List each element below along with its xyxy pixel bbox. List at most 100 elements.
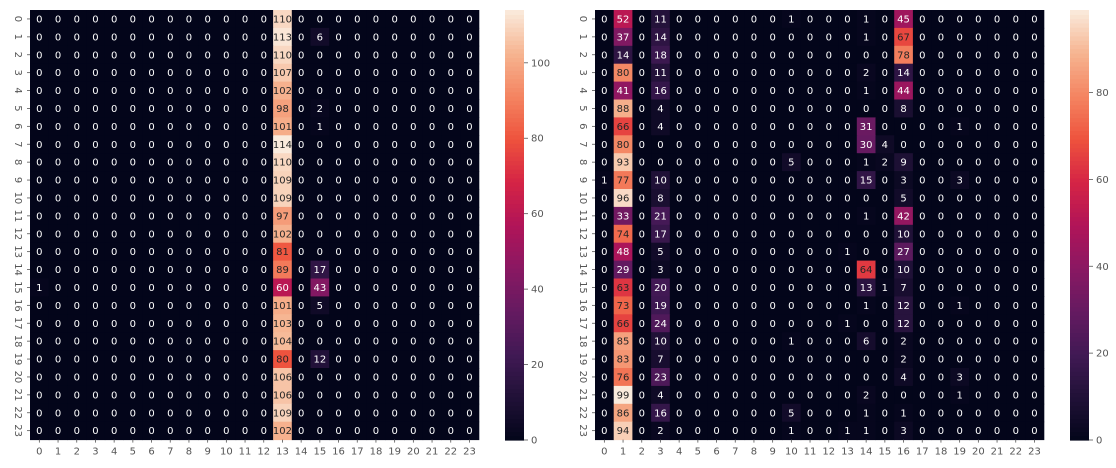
heatmap-cell-r11-c14 bbox=[856, 206, 876, 226]
colorbar-segment bbox=[505, 203, 524, 209]
cell-value-r7-c10: 0 bbox=[223, 140, 229, 151]
heatmap-cell-r6-c3 bbox=[86, 117, 106, 136]
cell-value-r3-c17: 0 bbox=[354, 68, 360, 79]
heatmap-cell-r23-c14 bbox=[291, 421, 311, 441]
heatmap-cell-r6-c8 bbox=[179, 117, 199, 136]
cell-value-r7-c12: 0 bbox=[261, 140, 267, 151]
colorbar-segment bbox=[1070, 117, 1089, 123]
heatmap-cell-r5-c13 bbox=[838, 99, 858, 118]
cell-value-r8-c15: 0 bbox=[317, 158, 323, 169]
heatmap-cell-r6-c5 bbox=[688, 117, 708, 136]
cell-value-r4-c5: 0 bbox=[695, 86, 701, 97]
cell-value-r1-c20: 0 bbox=[975, 32, 981, 43]
cell-value-r10-c16: 0 bbox=[335, 193, 341, 204]
y-tick-label: 20 bbox=[12, 371, 23, 384]
cell-value-r18-c2: 0 bbox=[639, 337, 645, 348]
cell-value-r6-c1: 66 bbox=[617, 122, 630, 133]
heatmap-cell-r12-c4 bbox=[669, 224, 689, 244]
y-tick-label: 14 bbox=[12, 263, 23, 276]
cell-value-r12-c9: 0 bbox=[769, 229, 775, 240]
heatmap-cell-r13-c13 bbox=[273, 242, 293, 262]
cell-value-r8-c16: 9 bbox=[900, 158, 906, 169]
colorbar-segment bbox=[505, 293, 524, 299]
heatmap-cell-r23-c12 bbox=[819, 421, 839, 441]
cell-value-r21-c5: 0 bbox=[130, 390, 136, 401]
y-tick-label: 21 bbox=[12, 388, 23, 401]
heatmap-cell-r10-c0 bbox=[30, 189, 50, 208]
heatmap-cell-r7-c18 bbox=[931, 135, 951, 154]
cell-value-r7-c15: 4 bbox=[882, 140, 888, 151]
heatmap-cell-r11-c14 bbox=[291, 206, 311, 226]
heatmap-cell-r15-c22 bbox=[1006, 278, 1026, 297]
heatmap-cell-r22-c18 bbox=[366, 403, 386, 423]
heatmap-cell-r22-c16 bbox=[894, 403, 914, 423]
heatmap-cell-r16-c18 bbox=[366, 296, 386, 315]
cell-value-r0-c17: 0 bbox=[354, 14, 360, 25]
heatmap-cell-r17-c13 bbox=[838, 314, 858, 333]
heatmap-cell-r17-c23 bbox=[460, 314, 480, 333]
heatmap-cell-r2-c2 bbox=[67, 45, 87, 65]
cell-value-r0-c13: 110 bbox=[273, 14, 292, 25]
heatmap-cell-r21-c7 bbox=[160, 385, 181, 405]
heatmap-cell-r4-c11 bbox=[800, 81, 820, 100]
heatmap-cell-r9-c11 bbox=[800, 171, 820, 190]
cell-value-r23-c10: 0 bbox=[223, 426, 229, 437]
cell-value-r4-c13: 0 bbox=[844, 86, 850, 97]
heatmap-cell-r4-c8 bbox=[744, 81, 764, 100]
y-tick-label: 4 bbox=[12, 87, 23, 93]
heatmap-cell-r13-c8 bbox=[179, 242, 199, 262]
cell-value-r1-c1: 37 bbox=[617, 32, 630, 43]
cell-value-r9-c7: 0 bbox=[732, 176, 738, 187]
cell-value-r20-c7: 0 bbox=[167, 372, 173, 383]
heatmap-cell-r1-c16 bbox=[329, 27, 349, 47]
heatmap-cell-r1-c21 bbox=[422, 27, 442, 47]
cell-value-r18-c4: 0 bbox=[111, 337, 117, 348]
heatmap-cell-r14-c16 bbox=[329, 260, 349, 279]
cell-value-r12-c6: 0 bbox=[148, 229, 154, 240]
colorbar-segment bbox=[1070, 366, 1089, 372]
heatmap-cell-r21-c22 bbox=[1006, 385, 1026, 405]
heatmap-cell-r0-c12 bbox=[819, 10, 839, 29]
cell-value-r0-c14: 1 bbox=[863, 14, 869, 25]
cell-value-r13-c15: 0 bbox=[882, 247, 888, 258]
heatmap-cell-r17-c4 bbox=[104, 314, 124, 333]
cell-value-r17-c20: 0 bbox=[410, 319, 416, 330]
heatmap-cell-r22-c8 bbox=[179, 403, 199, 423]
heatmap-cell-r18-c15 bbox=[310, 332, 330, 351]
heatmap-cell-r22-c21 bbox=[422, 403, 442, 423]
colorbar-segment bbox=[1070, 65, 1089, 71]
heatmap-cell-r18-c6 bbox=[707, 332, 727, 351]
cell-value-r9-c12: 0 bbox=[826, 176, 832, 187]
heatmap-cell-r18-c13 bbox=[273, 332, 293, 351]
colorbar-segment bbox=[1070, 401, 1089, 407]
heatmap-cell-r7-c20 bbox=[404, 135, 424, 154]
heatmap-cell-r10-c17 bbox=[912, 189, 933, 208]
cell-value-r10-c8: 0 bbox=[751, 193, 757, 204]
cell-value-r16-c14: 1 bbox=[863, 301, 869, 312]
cell-value-r19-c0: 0 bbox=[36, 355, 42, 366]
heatmap-cell-r23-c7 bbox=[160, 421, 181, 441]
cell-value-r3-c0: 0 bbox=[36, 68, 42, 79]
cell-value-r12-c4: 0 bbox=[676, 229, 682, 240]
cell-value-r11-c14: 1 bbox=[863, 211, 869, 222]
heatmap-panel-1: 0 0 0 0 0 0 0 0 0 0 0 0 0 110 0 0 0 0 0 0 0 0 0 00 0 0 0 0 0 0 0 0 0 0 0 0 1… bbox=[12, 10, 550, 458]
heatmap-cell-r19-c7 bbox=[160, 350, 181, 369]
x-tick-label: 11 bbox=[239, 447, 252, 458]
cell-value-r16-c4: 0 bbox=[111, 301, 117, 312]
cell-value-r11-c8: 0 bbox=[186, 211, 192, 222]
heatmap-cell-r15-c1 bbox=[48, 278, 68, 297]
cell-value-r8-c11: 0 bbox=[807, 158, 813, 169]
heatmap-cell-r15-c14 bbox=[291, 278, 311, 297]
heatmap-cell-r9-c21 bbox=[422, 171, 442, 190]
cell-value-r12-c16: 0 bbox=[335, 229, 341, 240]
cell-value-r9-c19: 0 bbox=[391, 176, 397, 187]
heatmap-cell-r6-c15 bbox=[875, 117, 895, 136]
colorbar-segment bbox=[1070, 272, 1089, 278]
cell-value-r9-c11: 0 bbox=[807, 176, 813, 187]
heatmap-cell-r19-c21 bbox=[987, 350, 1007, 369]
heatmap-cell-r15-c0 bbox=[30, 278, 50, 297]
colorbar-segment bbox=[505, 100, 524, 106]
cell-value-r1-c3: 0 bbox=[92, 32, 98, 43]
cell-value-r4-c4: 0 bbox=[676, 86, 682, 97]
cell-value-r18-c18: 0 bbox=[938, 337, 944, 348]
